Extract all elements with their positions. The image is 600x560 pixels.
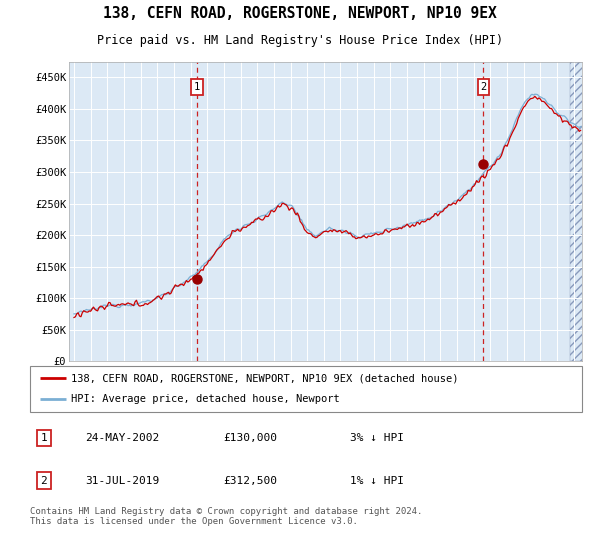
Text: £312,500: £312,500 — [223, 475, 277, 486]
Text: 31-JUL-2019: 31-JUL-2019 — [85, 475, 160, 486]
Text: 2: 2 — [40, 475, 47, 486]
Text: 3% ↓ HPI: 3% ↓ HPI — [350, 433, 404, 443]
Text: 1: 1 — [194, 82, 200, 92]
Text: 2: 2 — [480, 82, 487, 92]
Text: £130,000: £130,000 — [223, 433, 277, 443]
Polygon shape — [569, 62, 590, 361]
Text: 138, CEFN ROAD, ROGERSTONE, NEWPORT, NP10 9EX (detached house): 138, CEFN ROAD, ROGERSTONE, NEWPORT, NP1… — [71, 373, 459, 383]
Text: 138, CEFN ROAD, ROGERSTONE, NEWPORT, NP10 9EX: 138, CEFN ROAD, ROGERSTONE, NEWPORT, NP1… — [103, 6, 497, 21]
Text: HPI: Average price, detached house, Newport: HPI: Average price, detached house, Newp… — [71, 394, 340, 404]
Text: Contains HM Land Registry data © Crown copyright and database right 2024.
This d: Contains HM Land Registry data © Crown c… — [30, 507, 422, 526]
FancyBboxPatch shape — [30, 366, 582, 412]
Text: 1% ↓ HPI: 1% ↓ HPI — [350, 475, 404, 486]
Text: 24-MAY-2002: 24-MAY-2002 — [85, 433, 160, 443]
Text: Price paid vs. HM Land Registry's House Price Index (HPI): Price paid vs. HM Land Registry's House … — [97, 34, 503, 47]
Text: 1: 1 — [40, 433, 47, 443]
